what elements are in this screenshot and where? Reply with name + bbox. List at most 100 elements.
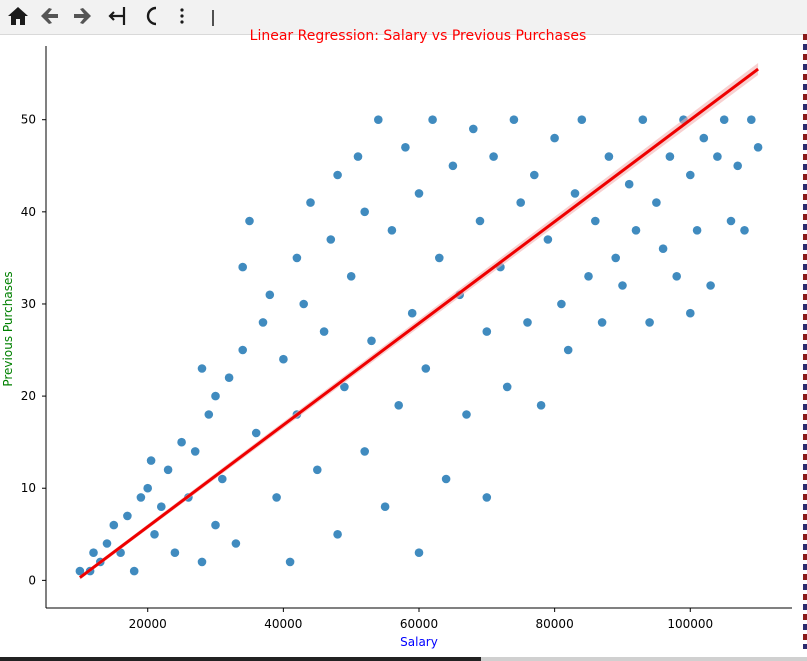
scatter-point (360, 447, 370, 456)
x-tick-label: 60000 (400, 617, 438, 631)
scatter-point (604, 152, 614, 161)
scatter-point (272, 493, 281, 502)
forward-icon[interactable] (68, 3, 96, 29)
scatter-point (211, 391, 220, 401)
scatter-point (550, 133, 559, 143)
scatter-point (367, 336, 376, 346)
scatter-point (157, 502, 166, 512)
scatter-point (319, 327, 329, 336)
scatter-point (374, 115, 383, 124)
scatter-point (238, 262, 247, 272)
scatter-point (306, 198, 315, 207)
scatter-point (143, 483, 152, 493)
home-icon[interactable] (4, 3, 32, 29)
figure-toolbar (0, 0, 807, 35)
regression-line-group (79, 63, 759, 580)
scatter-point (462, 410, 471, 419)
scatter-point (652, 198, 661, 207)
y-tick-label: 30 (21, 297, 36, 311)
y-tick-label: 20 (21, 389, 36, 403)
scatter-point (577, 115, 587, 124)
scatter-point (469, 124, 478, 134)
horizontal-scrollbar[interactable] (0, 657, 807, 661)
scatter-point (706, 281, 715, 290)
scatter-point (719, 115, 729, 124)
scatter-point (346, 272, 356, 281)
scatter-point (89, 548, 98, 557)
scatter-point (686, 308, 695, 318)
scatter-point (231, 539, 241, 548)
scatter-point (421, 364, 431, 373)
scatter-point (218, 474, 227, 484)
scatter-point (224, 373, 234, 383)
scatter-point (163, 465, 173, 475)
scatter-point (353, 152, 363, 161)
scrollbar-thumb[interactable] (0, 657, 481, 661)
scatter-point (597, 318, 607, 327)
scatter-point (435, 253, 444, 263)
scatter-point (699, 133, 709, 143)
scatter-point (197, 364, 207, 373)
back-icon[interactable] (36, 3, 64, 29)
scatter-point (129, 566, 139, 576)
scatter-point (591, 216, 600, 226)
scatter-point (448, 161, 458, 171)
scatter-point (146, 456, 156, 465)
scatter-point (102, 539, 112, 548)
window-edge (803, 34, 807, 649)
scatter-point (482, 327, 492, 336)
x-tick-label: 100000 (667, 617, 713, 631)
scatter-point (686, 170, 695, 180)
scatter-point (645, 318, 654, 327)
pan-icon[interactable] (104, 3, 132, 29)
scatter-point (204, 410, 214, 419)
scatter-point (279, 354, 288, 364)
scatter-point (516, 198, 525, 207)
cursor-icon[interactable] (198, 3, 226, 29)
scatter-point (190, 447, 200, 456)
scatter-point (611, 253, 620, 263)
x-tick-label: 20000 (129, 617, 167, 631)
scatter-point (523, 318, 532, 327)
more-icon[interactable] (168, 3, 196, 29)
scatter-point (333, 170, 342, 180)
x-tick-label: 80000 (536, 617, 574, 631)
scatter-point (292, 253, 302, 263)
scatter-point (733, 161, 742, 171)
scatter-point (624, 179, 634, 189)
scatter-point (360, 207, 370, 217)
scatter-point (631, 226, 641, 235)
y-tick-label: 0 (28, 573, 36, 587)
scatter-point (414, 548, 424, 557)
scatter-point (618, 281, 627, 290)
scatter-point (713, 152, 722, 161)
scatter-point (340, 382, 349, 392)
zoom-icon[interactable] (138, 3, 166, 29)
scatter-point (387, 226, 397, 235)
scatter-point (285, 557, 295, 567)
scatter-point (557, 299, 566, 309)
scatter-point (333, 530, 342, 539)
scatter-point (394, 401, 404, 410)
scatter-point (753, 143, 763, 152)
scatter-point (265, 290, 275, 300)
scatter-point (489, 152, 498, 161)
scatter-point (258, 318, 268, 327)
scatter-point (197, 557, 207, 567)
scatter-point (407, 308, 417, 318)
y-tick-label: 40 (21, 205, 36, 219)
scatter-point (136, 493, 146, 502)
scatter-point (530, 170, 539, 180)
scatter-point (326, 235, 336, 244)
scatter-point (150, 530, 159, 539)
scatter-point (638, 115, 648, 124)
scatter-point (672, 272, 681, 281)
scatter-point (170, 548, 180, 557)
scatter-point (380, 502, 390, 512)
scatter-point (313, 465, 322, 475)
scatter-point (441, 474, 451, 484)
scatter-point (563, 345, 573, 355)
y-tick-label: 10 (21, 481, 36, 495)
scatter-point (123, 511, 132, 521)
regression-line (79, 67, 759, 579)
